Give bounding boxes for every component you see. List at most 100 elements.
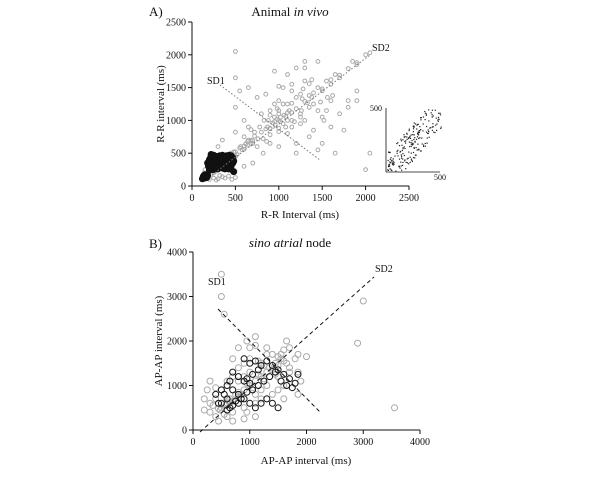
plot-a-inset-point: [410, 145, 412, 147]
plot-b-point: [203, 386, 211, 394]
plot-a-inset-point: [390, 157, 392, 159]
plot-a-point: [293, 106, 299, 111]
plot-a-inset-point: [393, 161, 395, 163]
plot-a-inset-point: [411, 159, 413, 161]
plot-a-inset-point: [394, 155, 396, 157]
plot-a-x-tick-label: 0: [190, 193, 195, 204]
plot-a-inset-point: [405, 140, 407, 142]
plot-a-inset-point: [430, 127, 432, 129]
plot-b-ylabel: AP-AP interval (ms): [153, 295, 165, 386]
plot-a-inset-point: [418, 148, 420, 150]
plot-a-inset-point: [417, 132, 419, 134]
plot-a-inset-point: [392, 164, 394, 166]
plot-b-point: [251, 341, 259, 349]
plot-a-point: [217, 173, 223, 178]
plot-a-point: [229, 177, 235, 182]
plot-b-point: [303, 353, 310, 361]
plot-a-point: [226, 173, 231, 179]
plot-a-inset-point: [404, 147, 406, 150]
plot-a-inset-point: [401, 164, 404, 166]
plot-a-inset-point: [416, 128, 418, 130]
plot-a-inset-point: [420, 150, 422, 152]
plot-b-point: [246, 359, 254, 367]
plot-a-point: [337, 111, 343, 117]
plot-a-point: [315, 147, 321, 153]
plot-a-inset-point: [415, 147, 417, 149]
plot-b-point: [217, 270, 225, 278]
plot-a-point: [293, 141, 299, 146]
plot-b-sd2-label: SD2: [375, 264, 393, 275]
plot-a-inset-point: [408, 163, 410, 165]
plot-a-point: [289, 100, 295, 106]
plot-b-point: [217, 386, 225, 394]
plot-a-point: [230, 157, 238, 165]
plot-a-point: [350, 59, 356, 64]
plot-a-point: [328, 98, 334, 104]
plot-a-point: [233, 75, 238, 81]
plot-a-inset-point: [408, 130, 410, 132]
plot-a-inset-point: [422, 130, 424, 132]
plot-a-point: [223, 152, 231, 160]
plot-a-point: [354, 62, 360, 67]
plot-a-x-tick-label: 1000: [269, 193, 289, 204]
plot-a-inset-point: [404, 160, 406, 162]
plot-b-point: [234, 373, 242, 381]
plot-a-point: [274, 116, 280, 122]
plot-a-point: [208, 162, 216, 170]
plot-a-inset-point: [431, 114, 433, 116]
plot-a-point: [259, 111, 264, 117]
plot-a-inset-point: [431, 109, 433, 111]
plot-a-inset-point: [426, 142, 428, 144]
plot-a-inset-point: [414, 140, 416, 142]
plot-a-inset-point: [437, 120, 439, 122]
plot-b-point: [294, 370, 302, 378]
plot-a-inset-point: [437, 116, 440, 118]
plot-b-point: [223, 413, 231, 421]
plot-a-point: [283, 124, 289, 130]
plot-b-point: [391, 404, 398, 412]
plot-a-point: [241, 163, 247, 169]
plot-a-inset-point: [413, 126, 415, 128]
plot-a-inset-point: [414, 141, 416, 143]
plot-a-inset-point: [390, 160, 393, 162]
plot-a-point: [305, 100, 310, 106]
plot-a-inset-point: [390, 162, 392, 164]
plot-a-point: [332, 150, 338, 156]
plot-b-x-tick-label: 4000: [410, 437, 430, 448]
plot-a-point: [259, 129, 264, 135]
plot-a-inset-point: [397, 149, 399, 151]
plot-a-inset-point: [409, 161, 411, 163]
plot-a-point: [299, 96, 305, 102]
plot-a-inset: 500 500: [370, 104, 446, 182]
plot-b-point: [229, 386, 237, 394]
plot-a-inset-point: [408, 151, 410, 153]
plot-b-y-tick-label: 4000: [167, 248, 187, 259]
plot-a-inset-point: [430, 112, 432, 114]
plot-a-inset-point: [409, 137, 412, 139]
panel-b-letter: B): [149, 236, 162, 251]
plot-b-point: [260, 377, 268, 385]
plot-a-inset-point: [419, 150, 421, 152]
plot-a-point: [248, 127, 254, 133]
plot-a-inset-point: [425, 114, 427, 116]
plot-a-x-tick-label: 500: [228, 193, 243, 204]
plot-b-point: [243, 408, 251, 416]
plot-a-inset-point: [391, 162, 393, 164]
plot-b-point: [286, 375, 293, 383]
plot-a-point: [250, 160, 256, 166]
plot-a-inset-point: [393, 163, 395, 165]
plot-a-inset-point: [389, 165, 391, 167]
plot-a-inset-x-tick: 500: [434, 173, 446, 182]
panel-a-title: Animal in vivo: [251, 4, 329, 19]
plot-a-inset-point: [420, 117, 422, 119]
plot-a-inset-point: [437, 119, 439, 121]
plot-b-series-gray: [200, 270, 398, 425]
plot-b-point: [286, 364, 293, 372]
plot-a-inset-point: [424, 142, 426, 144]
plot-a-point: [238, 144, 244, 150]
plot-a-sd2-line: [211, 54, 371, 176]
plot-a-point: [306, 134, 312, 140]
plot-a-point: [302, 59, 308, 64]
plot-a-point: [367, 150, 373, 156]
plot-a-inset-point: [388, 151, 390, 153]
